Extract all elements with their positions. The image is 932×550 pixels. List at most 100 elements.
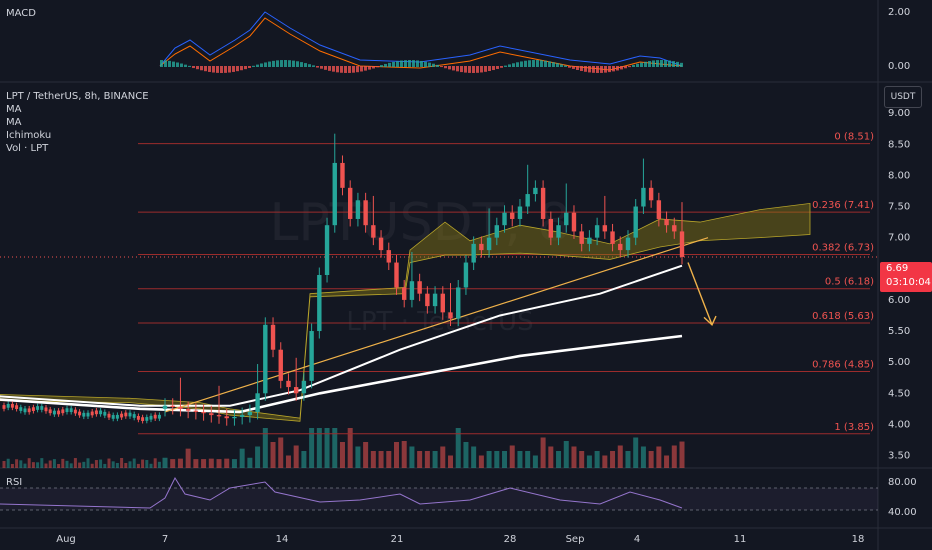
candle-body (69, 408, 73, 413)
indicator-ichimoku[interactable]: Ichimoku (6, 130, 52, 141)
price-tick-0: 9.00 (888, 108, 910, 119)
candle-body (548, 218, 554, 238)
candle-body (602, 225, 608, 232)
trend-line (164, 237, 709, 413)
candle-body (178, 406, 183, 409)
macd-histogram-bar (456, 66, 459, 72)
candle-body (448, 312, 453, 319)
volume-bar (15, 459, 19, 468)
volume-bar (671, 445, 677, 468)
macd-histogram-bar (680, 62, 683, 67)
macd-histogram-bar (548, 61, 551, 67)
fib-label-2: 0.382 (6.73) (812, 242, 874, 253)
candles (2, 133, 685, 426)
candle-body (301, 380, 307, 394)
macd-histogram-bar (180, 63, 183, 67)
volume-bar (255, 446, 261, 468)
candle-body (309, 331, 314, 381)
indicator-ma-2[interactable]: MA (6, 117, 22, 128)
indicator-ma-1[interactable]: MA (6, 104, 22, 115)
currency-button[interactable]: USDT (884, 86, 922, 108)
volume-bar (6, 458, 10, 468)
macd-histogram-bar (304, 63, 307, 67)
volume-bar (201, 459, 207, 468)
volume-bar (370, 451, 376, 468)
price-tick-9: 4.50 (888, 388, 910, 399)
macd-pane (159, 11, 683, 73)
volume-bar (448, 455, 454, 468)
macd-histogram-bar (188, 65, 191, 67)
candle-body (610, 231, 615, 244)
volume-bar (293, 445, 299, 468)
volume-bar (679, 441, 685, 468)
volume-bar (316, 428, 322, 468)
volume-bar (36, 462, 40, 468)
fib-label-1: 0.236 (7.41) (812, 200, 874, 211)
macd-histogram-bar (648, 61, 651, 67)
price-tick-2: 8.00 (888, 170, 910, 181)
macd-histogram-bar (448, 66, 451, 70)
bar-countdown: 03:10:04 (886, 277, 931, 288)
time-tick-3: 21 (391, 534, 404, 545)
volume-bar (120, 458, 124, 468)
candle-body (386, 250, 391, 263)
macd-histogram-bar (668, 60, 671, 67)
volume-bar (61, 458, 65, 468)
volume-bar (471, 446, 477, 468)
time-tick-1: 7 (162, 534, 168, 545)
candle-body (641, 187, 646, 207)
macd-tick-1: 0.00 (888, 61, 910, 72)
symbol-title[interactable]: LPT / TetherUS, 8h, BINANCE (6, 91, 149, 102)
current-price-tag: 6.69 03:10:04 (880, 262, 932, 292)
price-tick-10: 4.00 (888, 419, 910, 430)
macd-histogram-bar (248, 66, 251, 68)
candle-body (61, 409, 65, 414)
candle-body (10, 403, 14, 408)
volume-bar (455, 428, 461, 468)
candle-body (132, 414, 136, 418)
macd-histogram-bar (556, 63, 559, 67)
rsi-tick-0: 80.00 (888, 477, 917, 488)
volume-bar (86, 458, 90, 468)
rsi-tick-1: 40.00 (888, 507, 917, 518)
macd-histogram-bar (172, 61, 175, 67)
candle-body (278, 349, 283, 381)
candle-body (86, 412, 90, 417)
volume-bar (579, 451, 585, 468)
macd-histogram-bar (464, 66, 467, 73)
volume-bar (132, 458, 136, 468)
macd-tick-0: 2.00 (888, 7, 910, 18)
volume-bar (115, 463, 119, 468)
volume-bar (309, 428, 315, 468)
macd-histogram-bar (256, 64, 259, 67)
volume-bar (44, 463, 48, 468)
macd-histogram-bar (640, 62, 643, 67)
macd-histogram-bar (220, 66, 223, 73)
volume-bar (556, 451, 562, 468)
volume-bar (31, 462, 35, 468)
macd-histogram-bar (276, 60, 279, 67)
candle-body (103, 411, 107, 416)
price-tick-6: 6.00 (888, 295, 910, 306)
volume-bar (94, 460, 98, 468)
volume-bar (301, 451, 307, 468)
macd-histogram-bar (540, 60, 543, 67)
candle-body (239, 415, 245, 417)
macd-histogram-bar (444, 66, 447, 69)
indicator-volume[interactable]: Vol · LPT (6, 143, 49, 154)
macd-histogram-bar (488, 66, 491, 72)
candle-body (571, 212, 577, 232)
volume-bar (424, 451, 430, 468)
candle-body (510, 212, 515, 219)
candle-body (479, 243, 484, 251)
volume-bar (332, 428, 338, 468)
macd-histogram-bar (572, 66, 575, 69)
candle-body (247, 411, 253, 416)
macd-histogram-bar (580, 66, 583, 71)
candle-body (162, 405, 168, 409)
candle-body (625, 237, 631, 251)
volume-bar (19, 460, 23, 468)
candle-body (224, 416, 229, 419)
macd-histogram-bar (504, 65, 507, 67)
